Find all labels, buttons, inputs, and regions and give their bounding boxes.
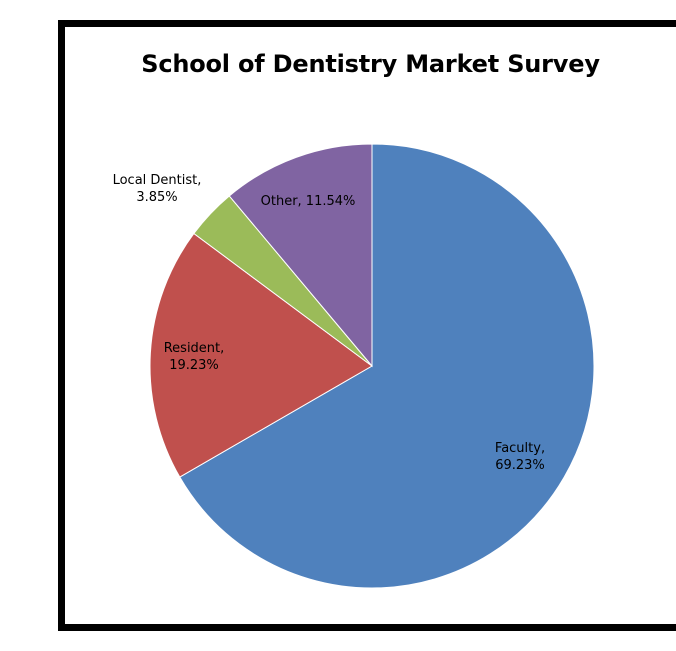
chart-title: School of Dentistry Market Survey bbox=[141, 50, 600, 78]
data-label-other: Other, 11.54% bbox=[261, 194, 356, 209]
data-label-faculty: Faculty, 69.23% bbox=[495, 441, 545, 473]
pie-slice-faculty bbox=[179, 143, 595, 589]
pie-slice-other bbox=[228, 143, 373, 368]
data-label-resident: Resident, 19.23% bbox=[164, 341, 225, 373]
data-label-local-dentist: Local Dentist, 3.85% bbox=[113, 173, 202, 205]
pie-slice-resident bbox=[149, 232, 373, 478]
